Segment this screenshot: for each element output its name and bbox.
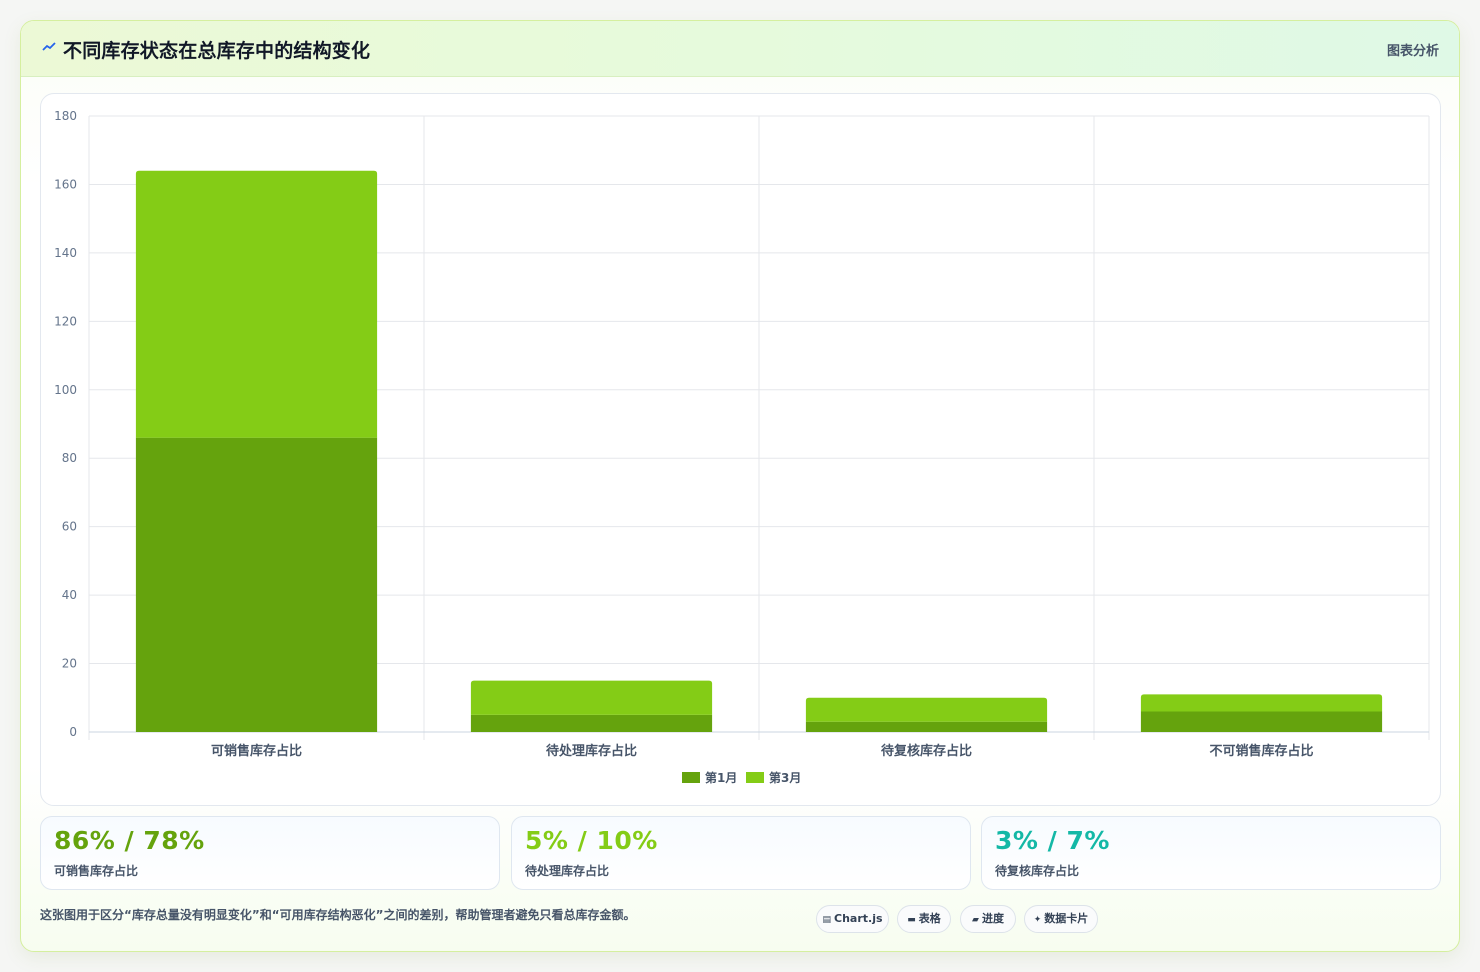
y-tick-label: 0 [69,725,77,739]
chip-data-card[interactable]: ✦ 数据卡片 [1024,905,1098,933]
legend-label: 第3月 [769,770,801,785]
y-tick-label: 120 [54,314,77,328]
x-tick-label: 不可销售库存占比 [1209,743,1313,759]
sparkle-icon: ✦ [1033,915,1042,925]
y-tick-label: 60 [62,520,77,534]
chart-title: 不同库存状态在总库存中的结构变化 [63,40,371,62]
y-tick-label: 160 [54,177,77,191]
table-icon: ▬ [907,915,916,925]
chart-card: 不同库存状态在总库存中的结构变化 图表分析 0 20 40 60 80 100 120 140… [20,20,1460,952]
bar-segment [1140,711,1383,732]
chip-label: 表格 [918,912,941,925]
chip-progress[interactable]: ▰ 进度 [960,905,1016,933]
y-tick-label: 100 [54,383,77,397]
stat-card-pending: 5% / 10% 待处理库存占比 [511,816,971,890]
y-tick-label: 180 [54,109,77,123]
stat-card-review: 3% / 7% 待复核库存占比 [981,816,1441,890]
bar-segment [135,437,378,732]
legend-swatch [682,772,700,783]
stat-card-sellable: 86% / 78% 可销售库存占比 [40,816,500,890]
chart-panel: 0 20 40 60 80 100 120 140 160 180 可销售库存占比 待处理库存占比 待复… [40,93,1441,806]
chip-label: 进度 [981,912,1004,925]
progress-icon: ▰ [972,915,979,925]
stat-label: 可销售库存占比 [54,864,139,878]
y-tick-label: 20 [62,657,77,671]
y-tick-label: 140 [54,246,77,260]
y-tick-label: 80 [62,451,77,465]
stat-value: 3% / 7% [995,826,1110,855]
stat-label: 待处理库存占比 [525,864,610,878]
card-header: 不同库存状态在总库存中的结构变化 图表分析 [21,21,1459,77]
stacked-bar-chart: 0 20 40 60 80 100 120 140 160 180 可销售库存占比 待处理库存占比 待复… [54,109,1430,785]
bar-segment [805,697,1048,722]
chart-analysis-link[interactable]: 图表分析 [1386,44,1439,59]
bar-segment [470,680,713,715]
y-tick-label: 40 [62,588,77,602]
chip-chartjs[interactable]: ▤ Chart.js [816,905,889,933]
bar-segment [805,721,1048,732]
stat-label: 待复核库存占比 [995,864,1080,878]
stat-value: 5% / 10% [525,826,658,855]
x-tick-label: 待复核库存占比 [880,743,972,759]
trend-icon [42,42,56,51]
bar-segment [1140,694,1383,712]
chip-table[interactable]: ▬ 表格 [897,905,951,933]
chip-label: 数据卡片 [1044,912,1089,925]
x-tick-label: 可销售库存占比 [211,743,302,759]
chart-footnote: 这张图用于区分“库存总量没有明显变化”和“可用库存结构恶化”之间的差别，帮助管理… [40,908,636,922]
legend-label: 第1月 [705,770,737,785]
bar-segment [470,714,713,732]
chart-icon: ▤ [822,915,831,925]
x-tick-label: 待处理库存占比 [545,743,637,759]
legend-swatch [746,772,764,783]
chip-label: Chart.js [834,912,883,925]
stat-value: 86% / 78% [54,826,205,855]
bar-segment [135,170,378,438]
